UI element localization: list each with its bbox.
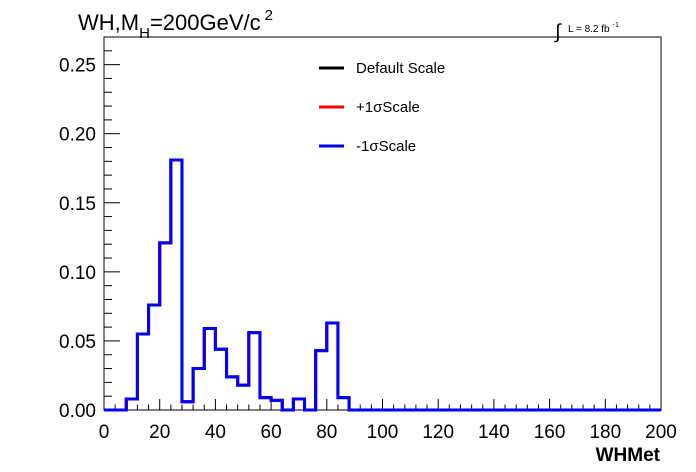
- title-superscript: 2: [265, 7, 273, 24]
- x-tick-label: 100: [367, 422, 399, 443]
- legend: Default Scale +1σScale -1σScale: [319, 60, 445, 155]
- legend-label: +1σScale: [356, 99, 420, 116]
- title-prefix: WH,M: [78, 10, 139, 35]
- legend-label: Default Scale: [356, 60, 445, 77]
- lumi-integral-symbol: ∫: [554, 21, 562, 43]
- legend-label: -1σScale: [356, 138, 416, 155]
- x-tick-label: 60: [261, 422, 282, 443]
- series-line-1: [104, 158, 661, 412]
- y-tick-label: 0.15: [59, 194, 96, 215]
- lumi-text: L = 8.2 fb: [568, 24, 610, 35]
- x-tick-label: 200: [645, 422, 677, 443]
- y-tick-label: 0.25: [59, 56, 96, 77]
- x-tick-label: 180: [589, 422, 621, 443]
- plot-frame: [103, 36, 662, 411]
- lumi-superscript: -1: [613, 22, 619, 29]
- x-tick-label: 80: [316, 422, 337, 443]
- y-tick-label: 0.05: [59, 332, 96, 353]
- chart-title: WH,MH=200GeV/c 2: [78, 7, 273, 42]
- x-axis-label: WHMet: [596, 445, 661, 466]
- x-tick-label: 160: [534, 422, 566, 443]
- title-suffix: =200GeV/c: [150, 10, 261, 35]
- title-subscript: H: [139, 25, 150, 42]
- y-tick-label: 0.20: [59, 125, 96, 146]
- y-tick-label: 0.00: [59, 401, 96, 422]
- y-tick-label: 0.10: [59, 263, 96, 284]
- series-line-2: [104, 158, 661, 412]
- series-line-0: [104, 158, 661, 412]
- x-tick-label: 140: [478, 422, 510, 443]
- lumi-label: L = 8.2 fb -1: [568, 22, 619, 35]
- x-tick-label: 20: [149, 422, 170, 443]
- series-group: [104, 158, 661, 412]
- y-axis: 0.00 0.05 0.10 0.15 0.20 0.25: [59, 36, 120, 422]
- x-axis: 0 20 40 60 80 100 120 140 160 180 200: [99, 399, 677, 443]
- x-tick-label: 40: [205, 422, 226, 443]
- x-tick-label: 120: [422, 422, 454, 443]
- x-tick-label: 0: [99, 422, 110, 443]
